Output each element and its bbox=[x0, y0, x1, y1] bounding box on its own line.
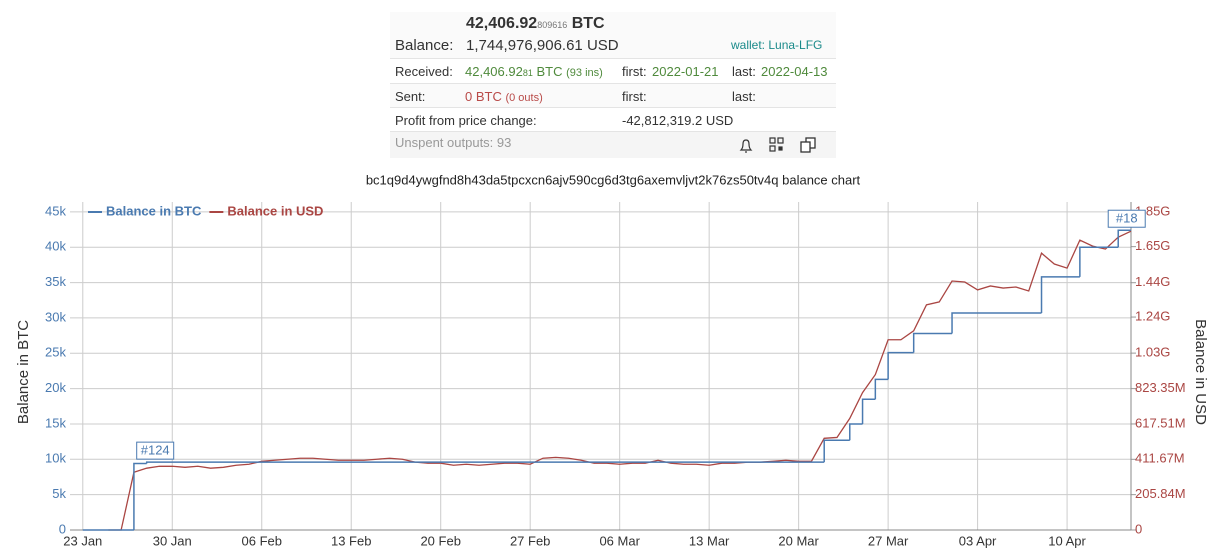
step-segment bbox=[1079, 246, 1119, 277]
step-segment bbox=[849, 423, 863, 441]
y2-tick-label: 0 bbox=[1135, 521, 1142, 536]
x-tick-label: 23 Jan bbox=[63, 533, 102, 548]
profit-label: Profit from price change: bbox=[395, 113, 537, 128]
y-tick-label: 10k bbox=[45, 451, 66, 466]
y-tick-label: 40k bbox=[45, 239, 66, 254]
x-tick-label: 06 Feb bbox=[242, 533, 282, 548]
flag-label: #124 bbox=[141, 443, 170, 458]
flag-box bbox=[136, 441, 175, 460]
y2-tick-label: 411.67M bbox=[1135, 451, 1185, 466]
y2-tick-label: 1.44G bbox=[1135, 274, 1170, 289]
y-tick-label: 15k bbox=[45, 415, 66, 430]
sent-label: Sent: bbox=[395, 89, 426, 104]
first-date: 2022-01-21 bbox=[652, 64, 719, 79]
y2-tick-label: 1.03G bbox=[1135, 345, 1170, 360]
received-unit: BTC bbox=[536, 64, 563, 79]
received-small: 81 bbox=[522, 68, 533, 78]
copy-icon[interactable] bbox=[800, 137, 816, 153]
amount-main: 42,406.92 bbox=[466, 15, 538, 32]
step-segment bbox=[887, 351, 914, 380]
step-segment bbox=[1117, 229, 1131, 248]
y2-axis-title: Balance in USD bbox=[1192, 319, 1209, 425]
flag: #124 bbox=[136, 441, 175, 460]
received-value: 42,406.9281 BTC (93 ins) bbox=[465, 64, 603, 79]
received-count: (93 ins) bbox=[566, 67, 603, 79]
wallet-link[interactable]: wallet: Luna-LFG bbox=[731, 38, 823, 52]
balance-value: 1,744,976,906.61 USD bbox=[466, 37, 619, 54]
received-label: Received: bbox=[395, 64, 453, 79]
y2-tick-label: 617.51M bbox=[1135, 415, 1186, 430]
x-tick-label: 06 Mar bbox=[599, 533, 640, 548]
received-main: 42,406.92 bbox=[465, 64, 523, 79]
x-tick-label: 20 Mar bbox=[778, 533, 819, 548]
step-segment bbox=[912, 332, 953, 353]
x-tick-label: 13 Mar bbox=[689, 533, 730, 548]
balance-row: 42,406.92809616 BTC Balance: 1,744,976,9… bbox=[390, 12, 836, 58]
received-row: Received: 42,406.9281 BTC (93 ins) first… bbox=[390, 58, 836, 84]
sent-first-label: first: bbox=[622, 89, 647, 104]
qr-icon[interactable] bbox=[769, 137, 784, 152]
step-segment bbox=[874, 378, 889, 400]
balance-panel: 42,406.92809616 BTC Balance: 1,744,976,9… bbox=[390, 12, 836, 158]
flag-label: #18 bbox=[1116, 211, 1138, 226]
bell-icon[interactable] bbox=[739, 139, 753, 153]
balance-label: Balance: bbox=[395, 37, 454, 54]
y-tick-label: 30k bbox=[45, 309, 66, 324]
legend-label[interactable]: Balance in BTC bbox=[106, 203, 202, 218]
unspent-row: Unspent outputs: 93 bbox=[390, 131, 836, 158]
step-segment bbox=[951, 312, 1042, 334]
y2-tick-label: 823.35M bbox=[1135, 380, 1186, 395]
x-tick-label: 10 Apr bbox=[1048, 533, 1086, 548]
amount-unit: BTC bbox=[571, 15, 605, 32]
y-axis-title: Balance in BTC bbox=[15, 320, 32, 424]
x-tick-label: 27 Feb bbox=[510, 533, 550, 548]
icons bbox=[739, 137, 816, 153]
x-tick-label: 27 Mar bbox=[868, 533, 909, 548]
step-segment bbox=[823, 439, 850, 463]
unspent-outputs[interactable]: Unspent outputs: 93 bbox=[395, 135, 512, 150]
sent-count: (0 outs) bbox=[505, 92, 543, 104]
x-tick-label: 30 Jan bbox=[153, 533, 192, 548]
y2-tick-label: 1.65G bbox=[1135, 238, 1170, 253]
last-date: 2022-04-13 bbox=[761, 64, 828, 79]
flag: #18 bbox=[1107, 209, 1146, 228]
y2-tick-label: 1.24G bbox=[1135, 308, 1170, 323]
chart-title: bc1q9d4ywgfnd8h43da5tpcxcn6ajv590cg6d3tg… bbox=[366, 172, 861, 187]
amount-small: 809616 bbox=[537, 20, 568, 30]
last-label: last: bbox=[732, 64, 756, 79]
y-tick-label: 20k bbox=[45, 380, 66, 395]
profit-row: Profit from price change: -42,812,319.2 … bbox=[390, 107, 836, 132]
flag-box bbox=[1107, 209, 1146, 228]
y-tick-label: 45k bbox=[45, 203, 66, 218]
step-segment bbox=[145, 461, 825, 464]
sent-main: 0 BTC bbox=[465, 89, 502, 104]
legend-label[interactable]: Balance in USD bbox=[227, 203, 323, 218]
y-tick-label: 25k bbox=[45, 345, 66, 360]
x-tick-label: 13 Feb bbox=[331, 533, 371, 548]
sent-row: Sent: 0 BTC (0 outs) first: last: bbox=[390, 83, 836, 108]
step-segment bbox=[861, 398, 876, 424]
profit-value: -42,812,319.2 USD bbox=[622, 113, 734, 128]
x-tick-label: 03 Apr bbox=[959, 533, 997, 548]
series-line bbox=[108, 230, 1132, 531]
sent-value: 0 BTC (0 outs) bbox=[465, 89, 543, 104]
y-tick-label: 0 bbox=[59, 521, 66, 536]
amount: 42,406.92809616 BTC bbox=[466, 15, 605, 33]
y2-tick-label: 205.84M bbox=[1135, 486, 1186, 501]
y-tick-label: 35k bbox=[45, 274, 66, 289]
first-label: first: bbox=[622, 64, 647, 79]
step-segment bbox=[1040, 276, 1080, 313]
y-tick-label: 5k bbox=[52, 486, 66, 501]
step-segment bbox=[133, 462, 147, 530]
x-tick-label: 20 Feb bbox=[420, 533, 460, 548]
sent-last-label: last: bbox=[732, 89, 756, 104]
